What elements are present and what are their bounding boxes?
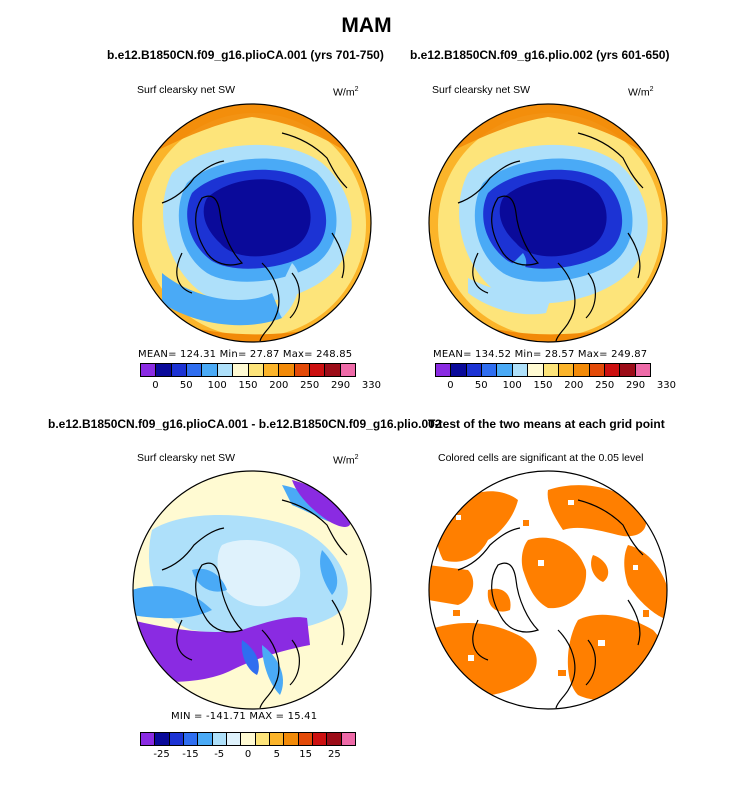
panel1-stats: MEAN= 124.31 Min= 27.87 Max= 248.85 <box>138 349 353 360</box>
colorbar-swatch <box>340 364 356 376</box>
panel3-subtitle: Surf clearsky net SW <box>137 452 236 464</box>
colorbar-swatch <box>298 733 313 745</box>
colorbar-tick-label: 25 <box>328 749 341 760</box>
colorbar-tick-label: 150 <box>238 380 258 391</box>
colorbar-swatch <box>248 364 264 376</box>
colorbar-tick-label: 150 <box>533 380 553 391</box>
colorbar-swatch <box>327 733 342 745</box>
colorbar-swatch <box>436 364 452 376</box>
colorbar-swatch <box>212 733 227 745</box>
colorbar-tick-label: 200 <box>564 380 584 391</box>
colorbar-tick-label: -25 <box>153 749 170 760</box>
colorbar-swatch <box>497 364 513 376</box>
panel3-title: b.e12.B1850CN.f09_g16.plioCA.001 - b.e12… <box>48 417 442 431</box>
colorbar-swatch <box>451 364 467 376</box>
colorbar-swatch <box>635 364 651 376</box>
panel2-subtitle: Surf clearsky net SW <box>432 84 531 96</box>
colorbar-swatch <box>241 733 256 745</box>
colorbar-swatch <box>325 364 341 376</box>
colorbar-tick-label: 50 <box>474 380 488 391</box>
colorbar-swatch <box>528 364 544 376</box>
colorbar-swatch <box>155 733 170 745</box>
panel1-coastlines <box>161 132 348 342</box>
colorbar-swatch <box>341 733 355 745</box>
colorbar-tick-label: 200 <box>269 380 289 391</box>
colorbar-swatch <box>543 364 559 376</box>
colorbar-tick-label: 290 <box>331 380 351 391</box>
panel3-coastlines <box>161 499 348 709</box>
colorbar-swatch <box>558 364 575 376</box>
colorbar-swatch <box>604 364 621 376</box>
panel1-units: W/m2 <box>333 86 359 99</box>
colorbar-tick-label: 100 <box>502 380 522 391</box>
colorbar-swatch <box>198 733 213 745</box>
colorbar-swatch <box>312 733 328 745</box>
colorbar-swatch <box>156 364 172 376</box>
panel3-stats: MIN = -141.71 MAX = 15.41 <box>171 711 318 722</box>
colorbar-swatch <box>574 364 590 376</box>
colorbar-swatch <box>255 733 270 745</box>
panel2-colorbar <box>435 363 651 377</box>
colorbar-swatch <box>269 733 285 745</box>
panel4-subtitle: Colored cells are significant at the 0.0… <box>438 452 644 464</box>
colorbar-tick-label: -15 <box>182 749 199 760</box>
colorbar-swatch <box>512 364 529 376</box>
colorbar-swatch <box>279 364 295 376</box>
figure-title: MAM <box>341 14 392 37</box>
colorbar-swatch <box>183 733 199 745</box>
panel2-title: b.e12.B1850CN.f09_g16.plio.002 (yrs 601-… <box>410 48 670 62</box>
panel2-polar-map <box>428 103 668 343</box>
colorbar-tick-label: 250 <box>300 380 320 391</box>
panel4-title: T-test of the two means at each grid poi… <box>428 417 665 431</box>
colorbar-swatch <box>187 364 203 376</box>
panel1-title: b.e12.B1850CN.f09_g16.plioCA.001 (yrs 70… <box>107 48 384 62</box>
colorbar-tick-label: 15 <box>299 749 312 760</box>
colorbar-tick-label: 100 <box>207 380 227 391</box>
panel3-units: W/m2 <box>333 454 359 467</box>
panel2-coastlines <box>457 132 644 342</box>
colorbar-swatch <box>141 733 156 745</box>
colorbar-swatch <box>233 364 249 376</box>
colorbar-tick-label: 5 <box>273 749 280 760</box>
colorbar-tick-label: 250 <box>595 380 615 391</box>
colorbar-swatch <box>620 364 636 376</box>
colorbar-swatch <box>263 364 280 376</box>
panel2-stats: MEAN= 134.52 Min= 28.57 Max= 249.87 <box>433 349 648 360</box>
colorbar-tick-label: -5 <box>214 749 225 760</box>
colorbar-swatch <box>482 364 498 376</box>
colorbar-swatch <box>202 364 218 376</box>
colorbar-tick-label: 290 <box>626 380 646 391</box>
colorbar-swatch <box>217 364 234 376</box>
colorbar-swatch <box>589 364 605 376</box>
colorbar-swatch <box>309 364 326 376</box>
panel4-coastlines <box>457 499 644 709</box>
colorbar-tick-label: 330 <box>656 380 676 391</box>
panel1-colorbar <box>140 363 356 377</box>
colorbar-tick-label: 0 <box>244 749 252 760</box>
colorbar-tick-label: 330 <box>361 380 381 391</box>
panel4-polar-map <box>428 470 668 710</box>
colorbar-tick-label: 0 <box>152 380 159 391</box>
colorbar-swatch <box>284 733 299 745</box>
colorbar-swatch <box>171 364 188 376</box>
colorbar-swatch <box>169 733 184 745</box>
colorbar-tick-label: 50 <box>179 380 193 391</box>
panel1-subtitle: Surf clearsky net SW <box>137 84 236 96</box>
colorbar-swatch <box>466 364 483 376</box>
colorbar-tick-label: 0 <box>447 380 454 391</box>
colorbar-swatch <box>141 364 157 376</box>
colorbar-swatch <box>226 733 242 745</box>
panel1-polar-map <box>132 103 372 343</box>
panel3-colorbar <box>140 732 356 746</box>
colorbar-swatch <box>294 364 310 376</box>
panel3-polar-map <box>132 470 372 710</box>
panel2-units: W/m2 <box>628 86 654 99</box>
